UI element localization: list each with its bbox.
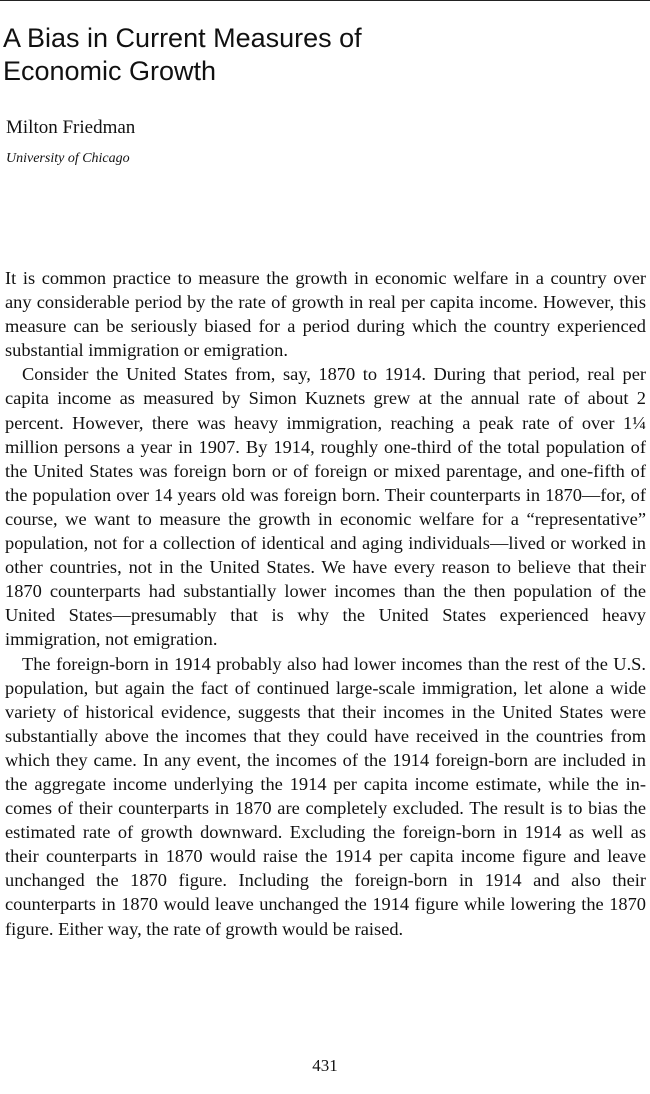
article-body: It is common practice to measure the gro… xyxy=(5,266,646,941)
author-name: Milton Friedman xyxy=(6,117,136,138)
paragraph-2: Consider the United States from, say, 18… xyxy=(5,364,646,650)
author-affiliation: University of Chicago xyxy=(6,151,130,166)
paragraph-3: The foreign-born in 1914 probably also h… xyxy=(5,653,646,939)
paragraph-1: It is common practice to measure the gro… xyxy=(5,268,646,361)
page-number: 431 xyxy=(312,1056,338,1075)
title-line-2: Economic Growth xyxy=(3,56,217,86)
title-line-1: A Bias in Current Measures of xyxy=(3,23,362,53)
top-rule xyxy=(0,0,650,1)
article-title: A Bias in Current Measures of Economic G… xyxy=(3,22,643,88)
